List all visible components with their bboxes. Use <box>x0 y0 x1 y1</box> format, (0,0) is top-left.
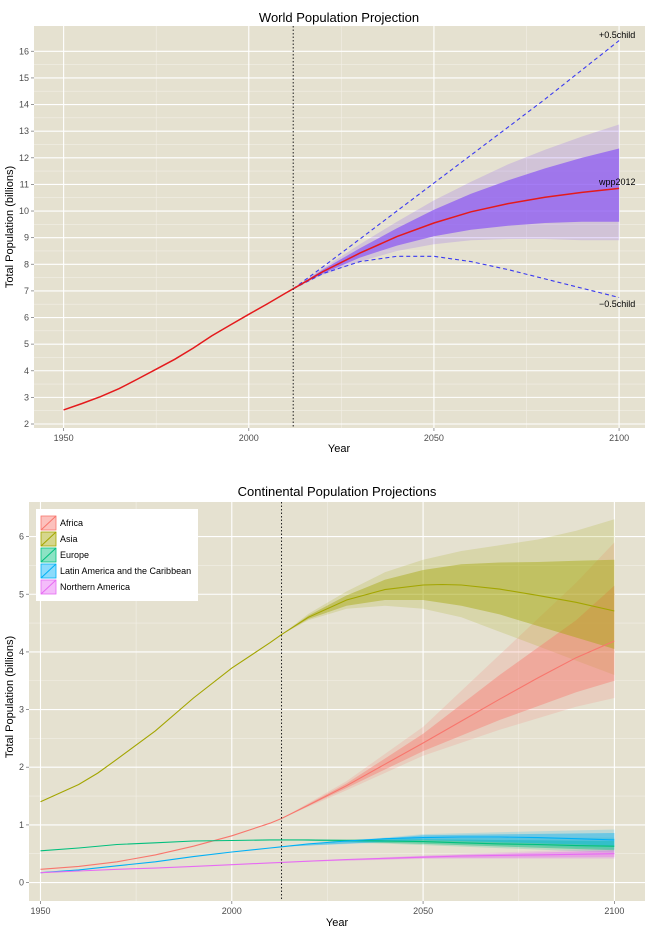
chart-1-plot-background <box>34 26 645 428</box>
chart-1-y-tick-label: 9 <box>24 233 29 243</box>
band-80-interval <box>293 148 620 289</box>
chart-1-y-tick-label: 16 <box>19 46 29 56</box>
series-latin-america-and-the-caribbean <box>40 836 615 874</box>
series-africa <box>40 640 615 870</box>
chart-2-data <box>40 502 615 901</box>
series-wpp2012-median <box>63 187 620 411</box>
series-minus-half-child <box>292 255 620 299</box>
legend-key-line <box>40 515 57 531</box>
chart-1-x-axis-title: Year <box>328 443 351 455</box>
legend-key-line <box>40 563 57 579</box>
chart-1-y-tick-label: 10 <box>19 206 29 216</box>
chart-2-y-tick-label: 4 <box>19 647 24 657</box>
legend-item-europe: Europe <box>40 547 89 563</box>
band-95-asia <box>281 519 615 675</box>
chart-1-x-tick-label: 2100 <box>609 433 629 443</box>
legend-label-asia: Asia <box>60 534 78 544</box>
legend-key-line <box>40 531 57 547</box>
chart-2-ticks: 0 1 2 3 4 5 6 1950 2000 2050 2100 <box>19 532 624 916</box>
band-80-africa <box>281 585 615 819</box>
chart-1-y-tick-label: 8 <box>24 259 29 269</box>
chart-2-legend: Africa Asia Europe Latin America and the Ca… <box>36 509 198 601</box>
annotation-minus-half-child: −0.5child <box>599 299 635 309</box>
chart-2-title: Continental Population Projections <box>238 484 437 499</box>
chart-1-y-tick-label: 2 <box>24 419 29 429</box>
chart-1-y-tick-label: 15 <box>19 73 29 83</box>
legend-label-europe: Europe <box>60 550 89 560</box>
legend-item-africa: Africa <box>40 515 83 531</box>
chart-1-y-axis-title: Total Population (billions) <box>4 166 16 288</box>
chart-1-x-tick-label: 2000 <box>239 433 259 443</box>
annotation-plus-half-child: +0.5child <box>599 30 635 40</box>
annotation-wpp2012: wpp2012 <box>598 177 636 187</box>
band-95-africa <box>281 542 615 819</box>
legend-label-latin-america-and-the-caribbean: Latin America and the Caribbean <box>60 566 191 576</box>
chart-2-x-tick-label: 2100 <box>604 906 624 916</box>
chart-2-y-tick-label: 3 <box>19 705 24 715</box>
chart-2-y-axis-title: Total Population (billions) <box>4 636 16 758</box>
chart-1-x-tick-label: 1950 <box>54 433 74 443</box>
chart-2-x-tick-label: 2000 <box>222 906 242 916</box>
band-80-latin-america-and-the-caribbean <box>281 833 615 847</box>
chart-2-x-tick-label: 2050 <box>413 906 433 916</box>
legend-item-northern-america: Northern America <box>40 579 130 595</box>
legend-key-line <box>40 579 57 595</box>
chart-1-y-tick-label: 5 <box>24 339 29 349</box>
legend-box <box>36 509 198 601</box>
chart-2-y-tick-label: 2 <box>19 762 24 772</box>
chart-1-y-tick-label: 11 <box>20 179 29 189</box>
legend-label-northern-america: Northern America <box>60 582 130 592</box>
series-europe <box>40 839 615 852</box>
series-asia <box>40 583 615 803</box>
legend-item-asia: Asia <box>40 531 78 547</box>
chart-1-title: World Population Projection <box>259 10 419 25</box>
legend-item-latin-america-and-the-caribbean: Latin America and the Caribbean <box>40 563 191 579</box>
chart-2-y-tick-label: 6 <box>19 532 24 542</box>
band-95-europe <box>281 837 615 853</box>
chart-1-data <box>63 26 620 428</box>
chart-1-y-tick-label: 12 <box>19 153 29 163</box>
band-80-europe <box>281 839 615 851</box>
chart-2-x-axis-title: Year <box>326 917 349 929</box>
chart-1-y-tick-label: 3 <box>24 392 29 402</box>
series-northern-america <box>40 853 615 874</box>
chart-2-y-tick-label: 1 <box>19 820 24 830</box>
chart-1-x-tick-label: 2050 <box>424 433 444 443</box>
legend-key-line <box>40 547 57 563</box>
chart-1-y-tick-label: 13 <box>19 126 29 136</box>
chart-1-y-tick-label: 14 <box>19 100 29 110</box>
chart-1-ticks: 2 3 4 5 6 7 8 9 10 11 12 13 14 15 16 1950 2000 2050 2100 <box>19 46 629 443</box>
series-plus-half-child <box>292 40 620 290</box>
chart-2-x-tick-label: 1950 <box>30 906 50 916</box>
chart-1-y-tick-label: 4 <box>24 366 29 376</box>
chart-2-y-tick-label: 5 <box>19 589 24 599</box>
band-80-asia <box>281 559 615 649</box>
chart-1-y-tick-label: 7 <box>24 286 29 296</box>
chart-1-y-tick-label: 6 <box>24 313 29 323</box>
legend-label-africa: Africa <box>60 518 83 528</box>
chart-2-y-tick-label: 0 <box>19 878 24 888</box>
